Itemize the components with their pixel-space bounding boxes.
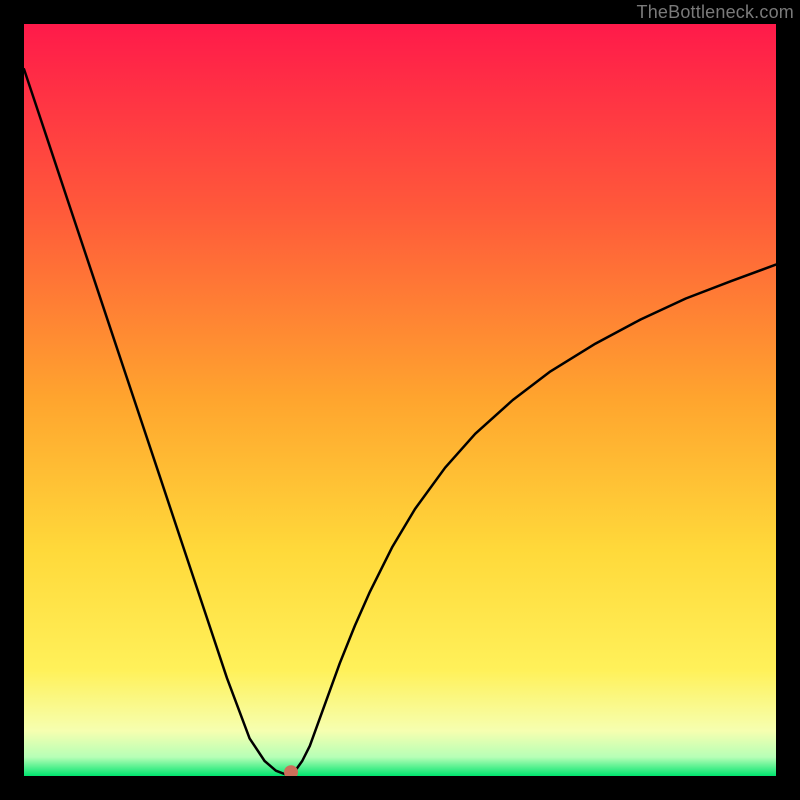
bottleneck-curve xyxy=(24,24,776,776)
plot-area xyxy=(24,24,776,776)
watermark-text: TheBottleneck.com xyxy=(637,2,794,23)
min-point-marker xyxy=(284,765,298,776)
chart-frame: TheBottleneck.com xyxy=(0,0,800,800)
curve-path xyxy=(24,69,776,774)
